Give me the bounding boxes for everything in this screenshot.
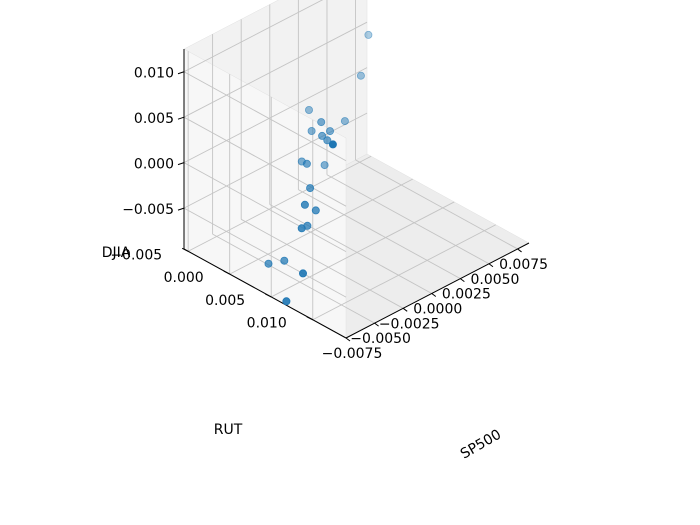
scatter-point [317,118,326,127]
grid-line [298,189,461,280]
scatter-point [325,127,334,136]
grid-line [187,155,372,252]
z-axis-label: DJIA [102,245,131,261]
tick-labels: −0.0075−0.0050−0.00250.00000.00250.00500… [110,66,548,362]
grid-line [183,207,347,298]
z-tick-label: 0.010 [134,66,174,82]
y-tick-label: −0.005 [110,247,162,263]
axis-lines [177,49,530,342]
grid-line [183,162,347,253]
grid-line [183,116,347,207]
grid-line [183,71,347,162]
scatter-point [364,30,373,39]
z-tick-mark [177,162,185,166]
x-tick-mark [374,322,379,327]
x-axis-line [345,242,530,339]
scatter-point [297,224,306,233]
x-tick-mark [460,278,465,283]
x-axis-label: SP500 [458,427,504,463]
grid-line [229,178,413,275]
scatter-point [311,206,320,215]
grid-line [355,159,518,250]
scatter-point [304,106,313,115]
z-tick-mark [177,71,185,75]
x-tick-label: 0.0025 [442,287,491,303]
scatter-point [340,117,349,126]
grid-line [183,67,368,164]
z-tick-mark [177,207,185,211]
scatter-point [306,184,315,193]
scatter-point [307,127,316,136]
scatter-point [320,161,329,170]
x-tick-mark [345,337,351,342]
data-points [264,30,373,306]
z-tick-label: 0.000 [134,157,174,173]
x-tick-mark [517,248,522,253]
grid-line [326,174,490,265]
x-tick-mark [402,307,408,312]
scatter-point [280,256,289,265]
y-axis-line [183,248,347,339]
grid-line [183,21,368,118]
grid-line [240,218,404,309]
scatter-point [300,200,309,209]
z-tick-label: 0.005 [134,111,174,127]
x-tick-mark [431,293,437,297]
y-tick-label: 0.005 [205,293,245,309]
y-tick-mark [223,270,230,275]
scatter-point [298,269,307,278]
x-tick-label: −0.0075 [322,346,383,362]
grid-line [183,0,324,73]
y-tick-mark [181,247,189,252]
scatter-point [302,159,311,168]
grid-line [212,233,375,324]
x-tick-label: −0.0050 [350,331,411,347]
x-tick-label: 0.0050 [470,272,519,288]
scatter-point [323,136,332,145]
z-tick-label: −0.005 [122,202,174,218]
scatter-point [318,131,327,140]
x-tick-label: 0.0075 [499,257,548,273]
grid-line [271,201,455,298]
y-tick-label: 0.010 [247,316,287,332]
y-axis-label: RUT [214,422,243,438]
x-tick-label: 0.0000 [413,301,462,317]
z-tick-mark [177,116,185,120]
grid-lines [183,0,518,339]
y-tick-mark [265,293,272,298]
scatter-point [264,259,273,268]
scatter-point [282,297,291,306]
scatter-point [328,140,337,149]
y-tick-mark [306,316,313,321]
y-tick-label: 0.000 [164,270,204,286]
x-tick-mark [488,263,494,268]
x-tick-label: −0.0025 [379,316,440,332]
grid-line [183,112,368,209]
grid-line [269,204,432,294]
grid-line [312,224,496,321]
scatter-point [356,71,365,80]
